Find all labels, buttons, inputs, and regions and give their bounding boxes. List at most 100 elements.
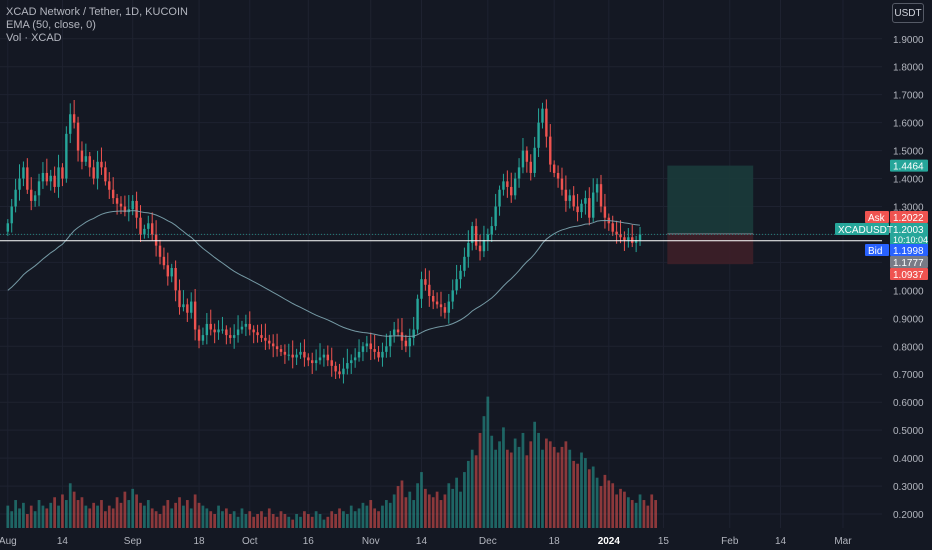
candle-body [18,178,21,190]
candle-body [53,175,56,187]
candle-body [498,189,501,207]
candle-body [400,332,404,341]
candle-body [271,343,275,347]
y-axis-tick-label: 1.8000 [893,63,924,74]
candle-body [408,337,411,347]
volume-bar [306,514,310,528]
candle-body [131,200,134,210]
volume-bar [505,449,509,528]
volume-bar [244,514,248,528]
candle-body [57,167,60,187]
volume-bar [611,483,615,528]
price-label-box [890,223,928,245]
volume-bar [107,505,111,528]
volume-bar [513,438,517,528]
volume-bar [303,511,306,528]
candle-body [92,167,95,179]
symbol-title[interactable]: XCAD Network / Tether, 1D, KUCOIN [6,6,188,18]
volume-bar [88,508,92,528]
volume-indicator-label[interactable]: Vol · XCAD [6,32,62,44]
candle-body [6,223,10,232]
volume-bar [217,505,220,528]
x-axis-tick-label: Mar [834,536,852,547]
candle-body [186,304,189,313]
candle-body [615,231,618,235]
volume-bar [591,466,595,528]
candle-body [506,181,509,187]
candle-body [108,181,111,190]
volume-bar [466,460,470,528]
candle-body [139,217,142,235]
volume-bar [353,511,357,528]
candle-body [517,167,521,179]
candle-body [447,301,451,313]
volume-bar [185,500,189,528]
candle-body [529,161,532,173]
candle-body [287,354,291,356]
candle-body [275,346,279,350]
price-label-box [890,256,928,268]
candle-body [353,357,357,361]
candle-body [373,349,376,352]
volume-bar [299,516,302,528]
volume-bar [369,500,373,528]
candle-body [599,184,603,207]
candle-body [342,368,345,375]
candle-body [178,290,181,308]
y-axis-tick-label: 0.9000 [893,314,924,325]
volume-bar [541,449,544,528]
volume-bar [439,500,443,528]
volume-bar [166,500,170,528]
volume-bar [61,494,64,528]
candle-body [330,360,333,366]
volume-bar [494,449,498,528]
candle-body [217,329,220,333]
ema-indicator-label[interactable]: EMA (50, close, 0) [6,19,96,31]
candle-body [623,237,626,241]
candle-body [256,332,259,336]
volume-bar [482,416,486,528]
currency-button[interactable]: USDT [892,3,924,23]
candle-body [170,268,173,277]
price-label-box [890,268,928,280]
volume-bar [529,441,533,528]
volume-bar [72,491,76,528]
price-label-countdown: 10:10:04 [893,235,928,245]
volume-bar [349,505,353,528]
candle-body [568,195,571,201]
volume-bar [427,494,431,528]
volume-bar [345,514,349,528]
volume-bar [615,494,618,528]
price-tag-label: Bid [868,246,882,257]
volume-bar [25,514,29,528]
volume-bar [6,505,10,528]
candle-body [619,234,622,238]
candle-body [603,206,607,218]
candle-body [443,307,447,313]
volume-bar [68,483,72,528]
candle-body [564,189,568,201]
volume-bar [365,505,369,528]
candle-body [80,150,84,162]
x-axis-tick-label: Feb [721,536,739,547]
volume-bar [275,516,279,528]
candle-body [451,290,454,302]
volume-bar [338,508,341,528]
candle-body [190,301,193,313]
volume-bar [224,508,228,528]
volume-bar [564,441,568,528]
candle-body [193,301,197,330]
candle-body [478,245,482,252]
candle-body [420,279,423,299]
volume-bar [205,508,209,528]
candle-body [236,329,240,336]
volume-bar [314,511,318,528]
long-stop-zone [667,233,754,265]
candle-body [474,226,478,246]
volume-bar [170,508,174,528]
price-label-box [890,211,928,223]
candle-body [314,360,318,364]
volume-bar [646,505,650,528]
candle-body [588,198,591,218]
